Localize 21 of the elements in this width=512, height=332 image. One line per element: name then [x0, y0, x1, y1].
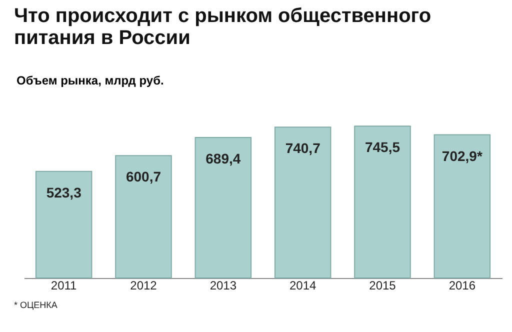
- bar: [115, 155, 172, 278]
- text: * ОЦЕНКА: [14, 300, 58, 310]
- x-tick-label: 2012: [130, 278, 158, 292]
- x-tick-label: 2016: [448, 278, 476, 292]
- y-axis-title: Объем рынка, млрд руб.: [16, 74, 164, 88]
- data-label: 740,7: [285, 140, 321, 156]
- x-tick-label: 2011: [50, 278, 78, 292]
- bar: [194, 137, 252, 278]
- x-tick-label: 2015: [369, 278, 396, 292]
- bar: [35, 170, 92, 278]
- data-label: 523,3: [46, 184, 82, 200]
- x-tick-label: 2013: [210, 278, 237, 292]
- bar: [434, 134, 491, 278]
- data-label: 702,9*: [442, 148, 483, 164]
- x-tick-label: 2014: [289, 278, 317, 292]
- data-label: 745,5: [364, 139, 400, 156]
- bar: [354, 126, 411, 278]
- bar: [274, 126, 332, 278]
- data-label: 600,7: [126, 168, 162, 185]
- data-label: 689,4: [206, 150, 241, 167]
- chart-title: Что происходит с рынком общественного питания в России: [14, 5, 432, 49]
